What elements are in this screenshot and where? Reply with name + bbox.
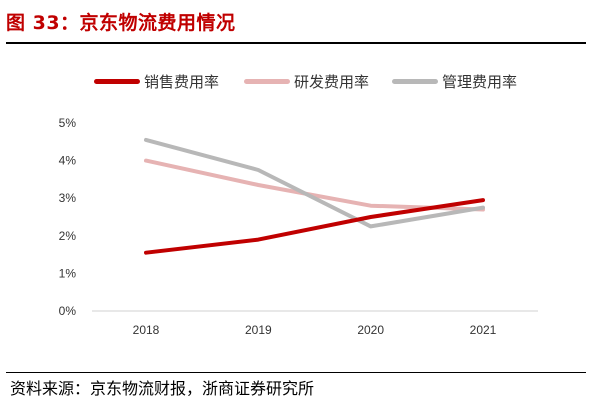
x-tick-label: 2019 <box>245 323 272 337</box>
y-tick-label: 1% <box>59 266 77 280</box>
legend-item-rnd: 研发费用率 <box>244 70 369 92</box>
y-tick-label: 0% <box>59 304 77 318</box>
legend-item-sales: 销售费用率 <box>94 70 219 92</box>
x-axis-ticks: 2018 2019 2020 2021 <box>133 323 497 337</box>
legend-swatch-sales <box>94 78 140 84</box>
legend-item-admin: 管理费用率 <box>392 70 517 92</box>
legend-label-sales: 销售费用率 <box>144 72 220 91</box>
y-tick-label: 3% <box>59 191 77 205</box>
legend-swatch-admin <box>392 78 438 84</box>
x-tick-label: 2021 <box>470 323 497 337</box>
rnd-ratio-line <box>144 158 485 212</box>
legend-label-admin: 管理费用率 <box>442 72 518 91</box>
admin-ratio-line <box>144 137 485 229</box>
source-note: 资料来源：京东物流财报，浙商证券研究所 <box>10 379 315 398</box>
y-axis-ticks: 0% 1% 2% 3% 4% 5% <box>59 116 77 318</box>
legend-swatch-rnd <box>244 78 290 84</box>
x-tick-label: 2018 <box>133 323 160 337</box>
y-tick-label: 2% <box>59 229 77 243</box>
x-tick-label: 2020 <box>357 323 384 337</box>
legend-label-rnd: 研发费用率 <box>294 72 370 91</box>
source-rule <box>6 372 586 373</box>
sales-ratio-line <box>144 198 485 255</box>
figure-title: 图 33：京东物流费用情况 <box>6 12 236 34</box>
series-lines <box>144 137 485 255</box>
y-tick-label: 4% <box>59 154 77 168</box>
title-rule <box>6 42 586 44</box>
y-tick-label: 5% <box>59 116 77 130</box>
